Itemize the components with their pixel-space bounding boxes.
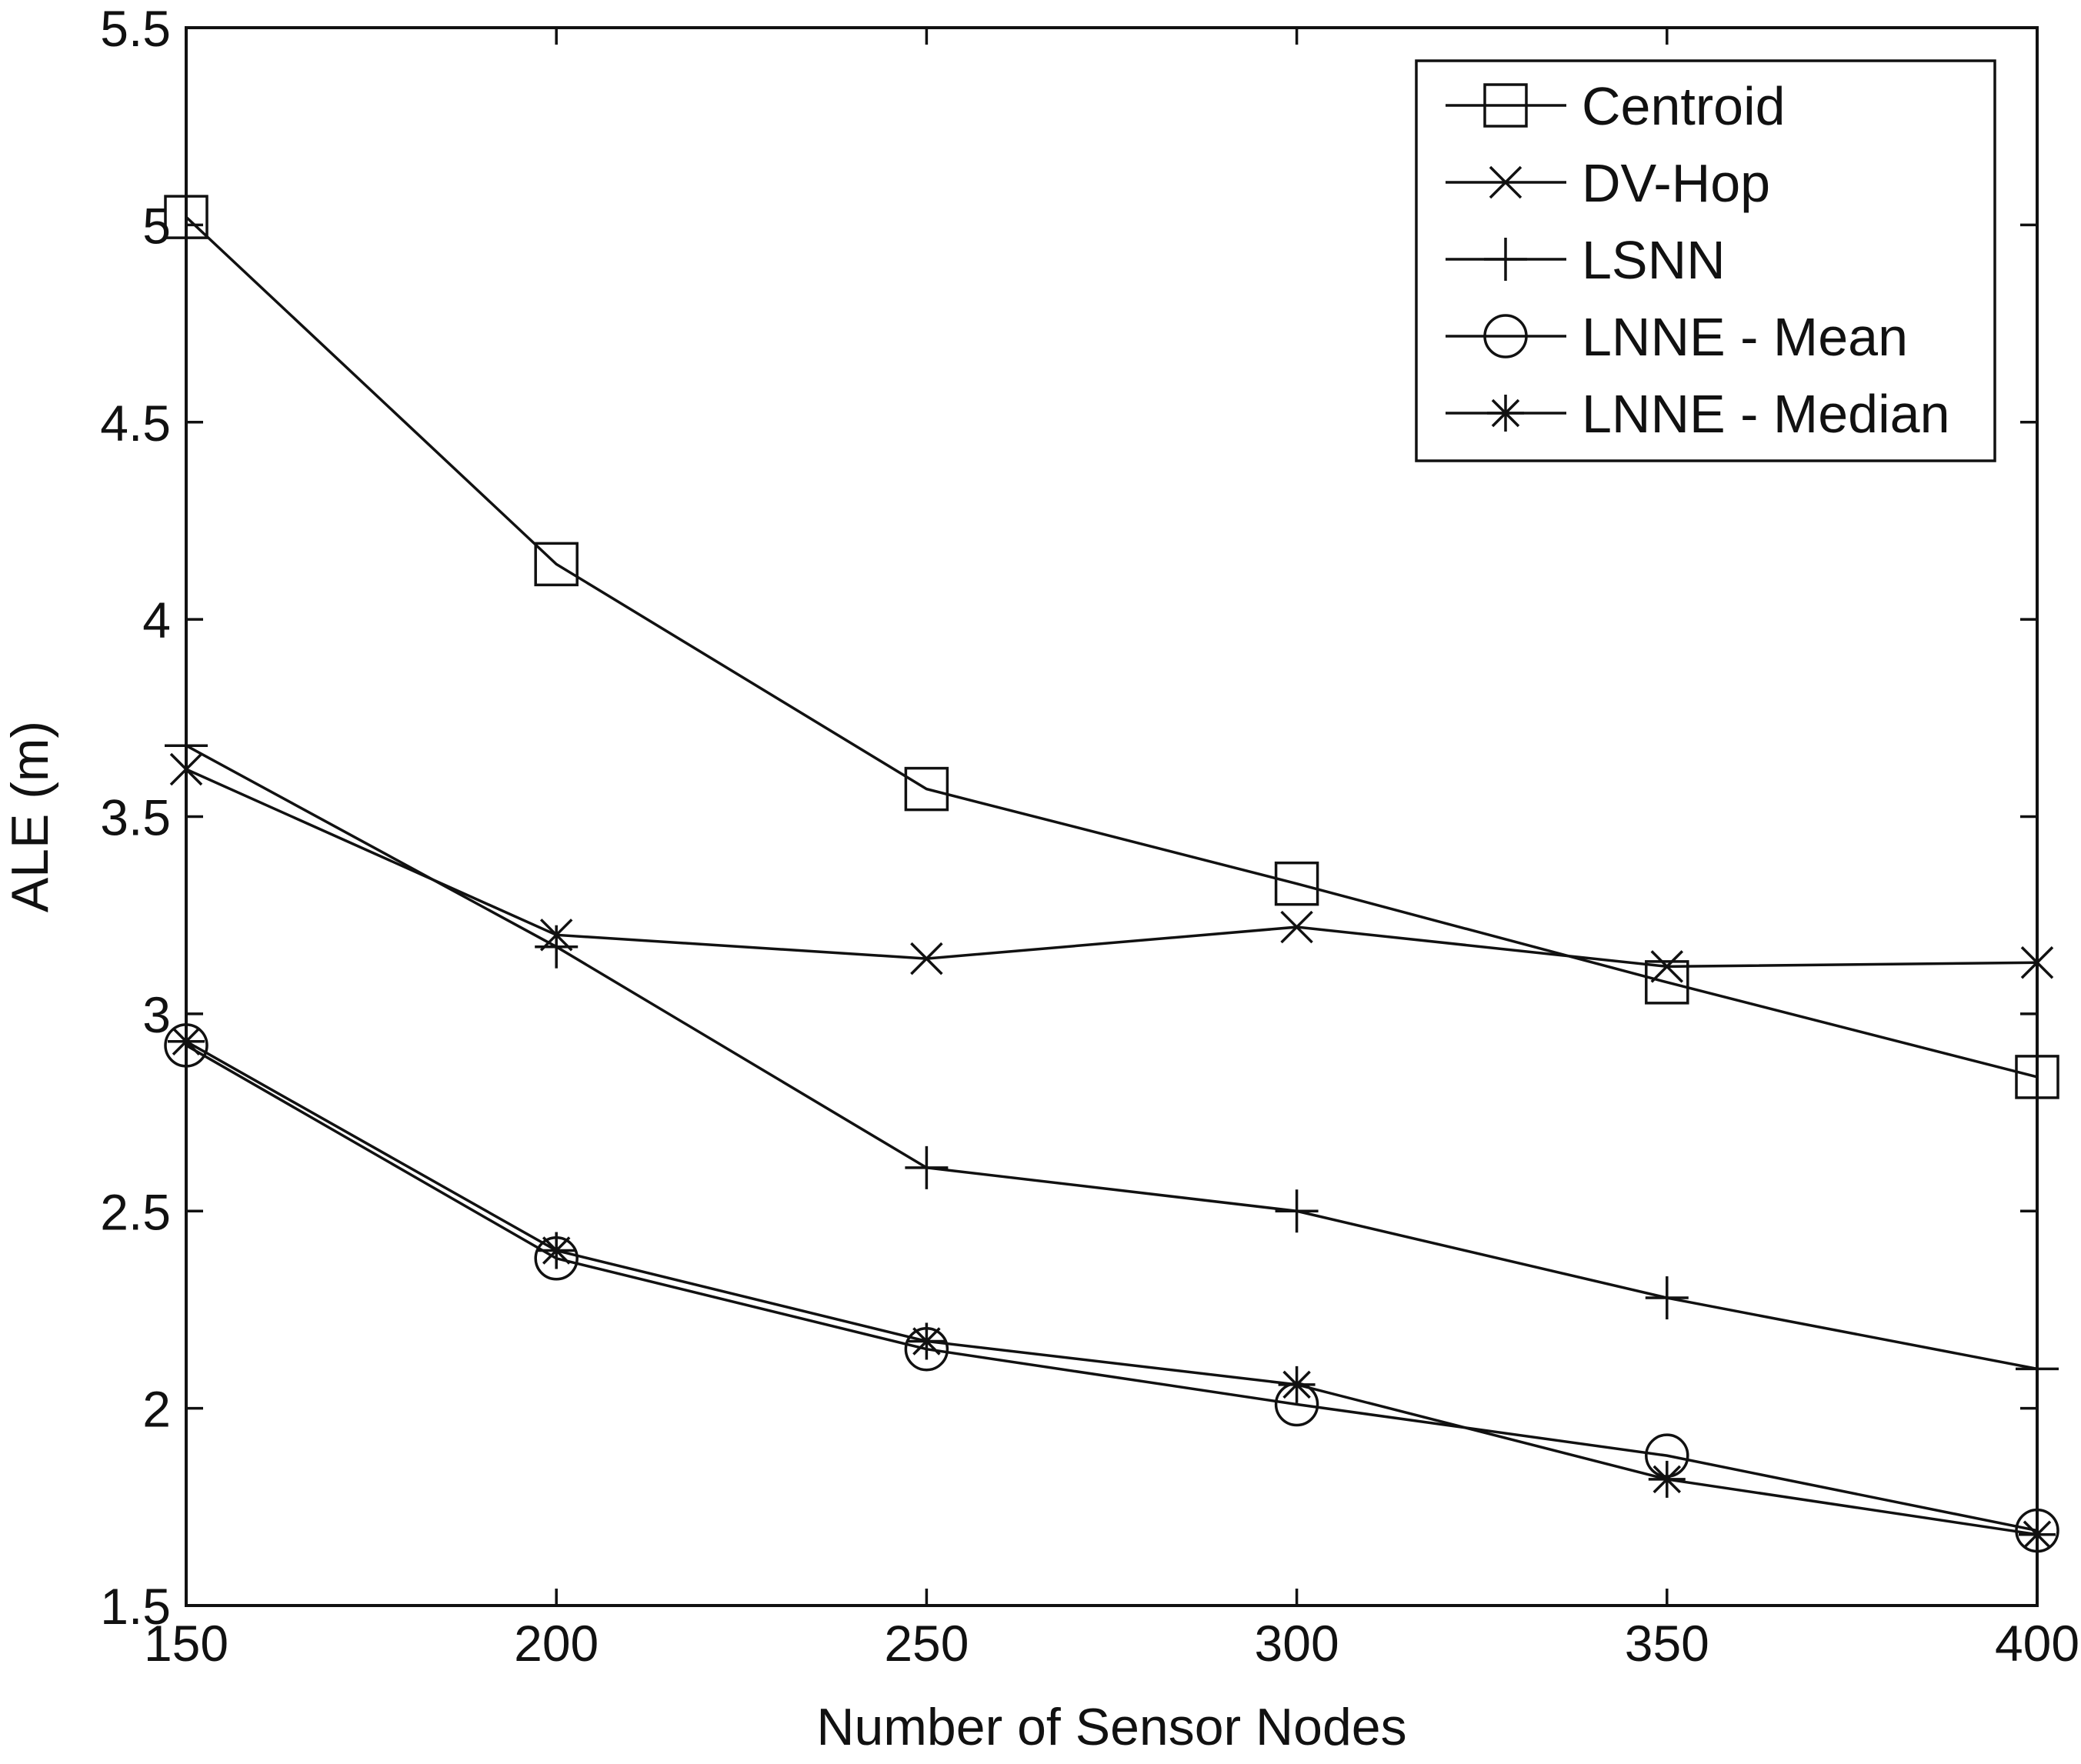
legend-item-lnne-mean: LNNE - Mean <box>1446 307 1908 367</box>
legend-marker-dv-hop <box>1489 165 1522 199</box>
axis-ticks <box>185 26 2039 1607</box>
series-line-centroid <box>185 215 2038 1079</box>
legend-marker-lsnn <box>1484 238 1527 281</box>
data-point-lnne-median <box>1278 1366 1316 1403</box>
legend-item-dv-hop: DV-Hop <box>1446 153 1770 213</box>
x-tick-label: 350 <box>1625 1615 1709 1672</box>
legend-label: Centroid <box>1582 76 1786 136</box>
y-tick-label: 5.5 <box>100 0 171 57</box>
data-point-centroid <box>534 542 579 587</box>
data-point-dv-hop <box>1650 950 1684 983</box>
series-dv-hop <box>169 752 2054 983</box>
data-point-lsnn <box>905 1145 949 1189</box>
y-tick-label: 3 <box>142 986 171 1043</box>
legend-label: DV-Hop <box>1582 153 1770 213</box>
x-tick-label: 300 <box>1255 1615 1339 1672</box>
legend-item-lnne-median: LNNE - Median <box>1446 384 1950 444</box>
legend-item-centroid: Centroid <box>1446 76 1786 136</box>
series-lnne-mean <box>164 1023 2059 1553</box>
legend-marker-lnne-mean <box>1483 314 1528 358</box>
x-axis-label: Number of Sensor Nodes <box>816 1698 1406 1756</box>
legend-label: LNNE - Mean <box>1582 307 1908 367</box>
y-axis-label: ALE (m) <box>1 721 59 912</box>
data-point-lnne-median <box>538 1232 575 1269</box>
series-line-lnne-mean <box>185 1044 2038 1532</box>
x-tick-label: 250 <box>884 1615 969 1672</box>
data-point-lnne-median <box>2019 1516 2056 1553</box>
series-line-lsnn <box>185 744 2038 1371</box>
data-point-centroid <box>1645 960 1689 1005</box>
y-tick-label: 1.5 <box>100 1578 171 1635</box>
y-tick-label: 4 <box>142 592 171 649</box>
y-tick-label: 4.5 <box>100 395 171 452</box>
legend-marker-lnne-median <box>1487 395 1524 432</box>
data-point-lsnn <box>165 724 208 768</box>
data-point-centroid <box>904 766 949 812</box>
series-centroid <box>164 195 2059 1099</box>
data-point-dv-hop <box>1280 910 1313 944</box>
x-tick-label: 200 <box>514 1615 599 1672</box>
x-tick-label: 400 <box>1995 1615 2079 1672</box>
series-lsnn <box>165 724 2059 1391</box>
data-point-lnne-median <box>168 1022 205 1060</box>
data-point-lsnn <box>535 925 579 969</box>
data-point-lsnn <box>2016 1347 2059 1391</box>
data-point-centroid <box>164 195 208 239</box>
legend-label: LSNN <box>1582 230 1726 290</box>
y-tick-label: 2.5 <box>100 1183 171 1240</box>
data-point-lnne-median <box>908 1322 945 1360</box>
data-point-dv-hop <box>2020 945 2054 979</box>
data-point-centroid <box>1274 861 1319 906</box>
data-point-dv-hop <box>169 752 203 786</box>
data-point-lsnn <box>1645 1276 1689 1320</box>
series-line-dv-hop <box>185 768 2038 969</box>
series-layer <box>164 195 2059 1553</box>
legend-marker-centroid <box>1483 83 1528 128</box>
series-line-lnne-median <box>185 1040 2038 1536</box>
series-lnne-median <box>168 1022 2056 1553</box>
legend-item-lsnn: LSNN <box>1446 230 1726 290</box>
data-point-centroid <box>2015 1055 2059 1099</box>
legend-label: LNNE - Median <box>1582 384 1950 444</box>
y-tick-label: 3.5 <box>100 789 171 846</box>
legend: Centroid DV-Hop LSNN LNNE - Mean LNNE - Medi… <box>1415 59 1996 462</box>
data-point-lsnn <box>1275 1189 1319 1233</box>
data-point-dv-hop <box>910 942 943 975</box>
x-tick-label: 150 <box>144 1615 228 1672</box>
y-tick-label: 2 <box>142 1381 171 1438</box>
data-point-lnne-median <box>1648 1460 1686 1498</box>
